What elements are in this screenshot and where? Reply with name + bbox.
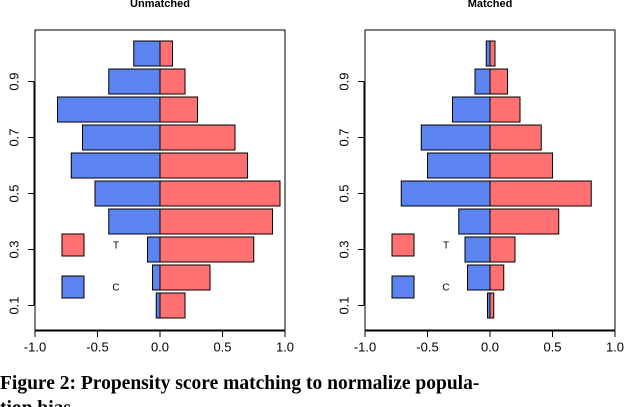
x-tick-label: 1.0 (606, 339, 624, 354)
x-tick-label: -1.0 (24, 339, 46, 354)
bar (489, 264, 505, 291)
y-tick-label: 0.7 (336, 128, 351, 146)
y-tick-label: 0.5 (336, 184, 351, 202)
bar (420, 124, 491, 151)
bar (159, 152, 248, 179)
bar (485, 40, 491, 67)
bar (489, 236, 516, 263)
bar (159, 292, 186, 319)
bar (464, 236, 491, 263)
bar (82, 124, 161, 151)
bar (452, 96, 491, 123)
caption-line: Figure 2: Propensity score matching to n… (0, 373, 479, 394)
bar (152, 264, 161, 291)
plot-frame (364, 29, 616, 331)
legend-swatch (61, 275, 85, 299)
bar (133, 40, 161, 67)
bar (94, 180, 161, 207)
bar (159, 264, 211, 291)
bar (467, 264, 491, 291)
y-tick-label: 0.9 (6, 72, 21, 90)
caption-line: tion bias. (0, 398, 76, 407)
x-tick-label: 1.0 (276, 339, 294, 354)
x-tick-label: 0.0 (151, 339, 169, 354)
plot-frame (34, 29, 286, 331)
bar (159, 208, 273, 235)
bar (57, 96, 161, 123)
bar (489, 152, 553, 179)
y-tick-label: 0.1 (6, 296, 21, 314)
x-tick-label: 0.0 (481, 339, 499, 354)
bar (147, 236, 161, 263)
bar (159, 68, 186, 95)
bar (489, 292, 495, 319)
bar (400, 180, 491, 207)
panel: Unmatched -1.0 -0.5 0.0 0.5 1.0 0.1 0.3 0.5 0.7 0.… (6, 0, 294, 354)
bar (159, 124, 236, 151)
y-tick-label: 0.3 (6, 240, 21, 258)
legend-swatch (61, 233, 85, 257)
bar (489, 180, 592, 207)
x-tick-label: 0.5 (213, 339, 231, 354)
legend-label: T (113, 241, 119, 252)
bar (155, 292, 161, 319)
legend-swatch (391, 233, 415, 257)
legend-label: C (442, 283, 449, 294)
bar (108, 68, 161, 95)
x-tick-label: -0.5 (86, 339, 108, 354)
y-tick-label: 0.7 (6, 128, 21, 146)
bar (458, 208, 491, 235)
bar (108, 208, 161, 235)
bar (159, 180, 281, 207)
x-tick-label: -1.0 (354, 339, 376, 354)
y-tick-label: 0.3 (336, 240, 351, 258)
legend-label: T (443, 241, 449, 252)
y-tick-label: 0.5 (6, 184, 21, 202)
legend-swatch (391, 275, 415, 299)
y-tick-label: 0.9 (336, 72, 351, 90)
bar (159, 96, 198, 123)
panel-title: Matched (468, 0, 513, 10)
bar (474, 68, 491, 95)
bar (489, 40, 496, 67)
legend-label: C (112, 283, 119, 294)
bar (159, 40, 173, 67)
bar (427, 152, 491, 179)
bar (489, 68, 508, 95)
bar (489, 96, 521, 123)
bar (70, 152, 161, 179)
bar (489, 208, 560, 235)
y-tick-label: 0.1 (336, 296, 351, 314)
bar (489, 124, 542, 151)
panel-title: Unmatched (130, 0, 190, 10)
panel: Matched -1.0 -0.5 0.0 0.5 1.0 0.1 0.3 0.5 0.7 0.9 T… (336, 0, 624, 354)
bar (159, 236, 255, 263)
x-tick-label: 0.5 (543, 339, 561, 354)
x-tick-label: -0.5 (416, 339, 438, 354)
